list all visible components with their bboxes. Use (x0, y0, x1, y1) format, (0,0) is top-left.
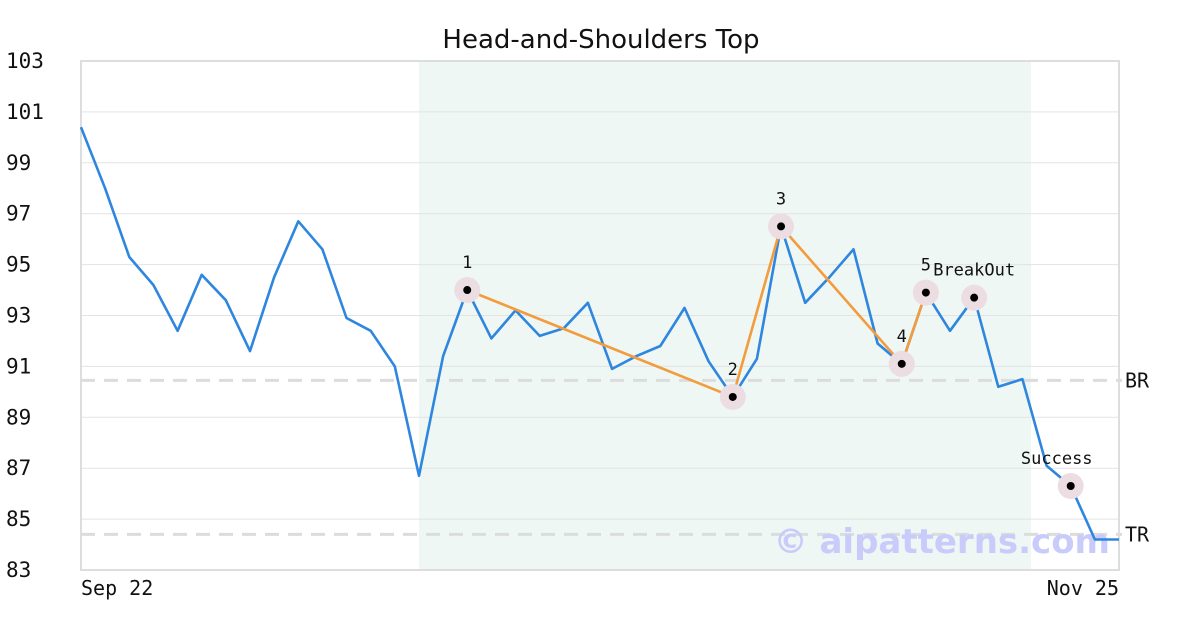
point-label: 2 (728, 360, 738, 380)
point-label: 4 (897, 327, 907, 347)
x-axis: Sep 22 Nov 25 (81, 576, 1119, 600)
y-tick-label: 101 (6, 100, 44, 124)
y-tick-label: 87 (6, 456, 31, 480)
point-marker (728, 392, 737, 401)
price-line (79, 126, 1119, 541)
y-tick-label: 95 (6, 253, 31, 277)
y-axis: 83 85 87 89 91 93 95 97 99 101 103 (6, 49, 44, 582)
point-marker (970, 293, 979, 302)
point-marker (921, 288, 930, 297)
point-marker (1066, 482, 1075, 491)
y-tick-label: 103 (6, 49, 44, 73)
x-tick-label: Sep 22 (81, 576, 153, 600)
pattern-points: 1 2 3 4 5 BreakOut Success (454, 189, 1093, 500)
point-marker (463, 286, 472, 295)
y-tick-label: 85 (6, 507, 31, 531)
point-label: 1 (462, 253, 472, 273)
y-tick-label: 89 (6, 405, 31, 429)
point-label: Success (1021, 449, 1093, 469)
y-tick-label: 83 (6, 558, 31, 582)
y-tick-label: 97 (6, 202, 31, 226)
reference-label: BR (1125, 368, 1150, 392)
point-label: 3 (776, 189, 786, 209)
reference-lines: BR TR (81, 368, 1150, 546)
price-series (79, 126, 1119, 541)
watermark: © aipatterns.com (774, 522, 1110, 562)
point-label: 5 (921, 256, 931, 276)
plot-frame (80, 60, 1120, 571)
y-tick-label: 99 (6, 151, 31, 175)
point-label: BreakOut (933, 261, 1015, 281)
chart-title: Head-and-Shoulders Top (442, 25, 759, 55)
y-tick-label: 91 (6, 354, 31, 378)
x-tick-label: Nov 25 (1047, 576, 1119, 600)
reference-label: TR (1125, 522, 1150, 546)
point-marker (897, 359, 906, 368)
y-tick-label: 93 (6, 304, 31, 328)
point-marker (777, 222, 786, 231)
